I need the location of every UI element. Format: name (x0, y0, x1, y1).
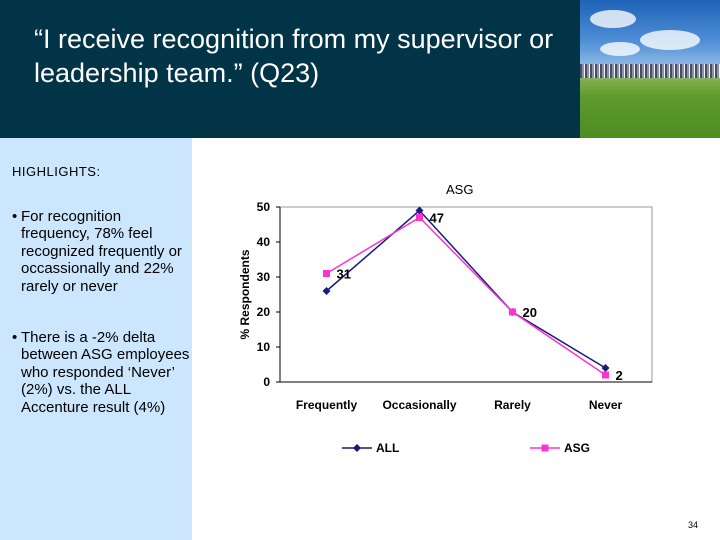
x-ticks: Frequently Occasionally Rarely Never (296, 398, 623, 412)
bullet-dot: • (12, 329, 18, 346)
x-tick-label: Frequently (296, 398, 358, 412)
y-tick-label: 50 (257, 200, 271, 214)
title-banner: “I receive recognition from my superviso… (0, 0, 580, 138)
highlight-bullet: • For recognition frequency, 78% feel re… (12, 208, 190, 295)
cloud (640, 30, 700, 50)
data-labels: 31 47 20 2 (337, 211, 623, 384)
highlight-bullet: • There is a -2% delta between ASG emplo… (12, 329, 190, 416)
data-point-all (322, 287, 331, 295)
slide-title: “I receive recognition from my superviso… (34, 24, 554, 88)
data-label: 2 (616, 368, 623, 383)
series-markers (322, 206, 610, 379)
chart-legend: ALL ASG (342, 441, 590, 455)
highlights-panel (0, 138, 192, 540)
y-tick-label: 0 (263, 375, 270, 389)
x-tick-label: Occasionally (382, 398, 456, 412)
y-ticks: 0 10 20 30 40 50 (257, 200, 280, 389)
data-point-asg (602, 371, 609, 379)
x-tick-label: Never (589, 398, 623, 412)
data-point-asg (323, 270, 330, 277)
y-tick-label: 40 (257, 235, 271, 249)
data-point-asg (509, 308, 516, 316)
bullet-text: There is a -2% delta between ASG employe… (21, 329, 190, 416)
bullet-dot: • (12, 208, 18, 225)
crowd-field-photo (580, 0, 720, 138)
data-point-all (601, 364, 610, 372)
y-tick-label: 10 (257, 340, 271, 354)
series-line-all (326, 209, 606, 369)
chart-title: ASG (446, 182, 474, 197)
cloud (600, 42, 640, 56)
y-tick-label: 30 (257, 270, 271, 284)
series-line-asg (326, 216, 606, 376)
page-number: 34 (688, 520, 699, 530)
bullet-text: For recognition frequency, 78% feel reco… (21, 208, 182, 295)
data-label: 31 (337, 267, 351, 282)
legend-label-all: ALL (376, 441, 399, 455)
x-tick-label: Rarely (494, 398, 531, 412)
data-point-all (415, 206, 424, 215)
data-label: 47 (430, 211, 444, 226)
data-label: 20 (523, 305, 537, 320)
y-axis-label: % Respondents (238, 249, 252, 339)
legend-marker-asg (541, 444, 549, 452)
highlights-heading: HIGHLIGHTS: (12, 164, 101, 179)
series-lines (326, 209, 606, 376)
cloud (590, 10, 636, 28)
data-point-asg (416, 214, 423, 221)
legend-marker-all (353, 444, 361, 452)
plot-area (279, 206, 653, 383)
line-chart: % Respondents 0 10 20 30 40 50 Frequently Occa… (238, 200, 653, 455)
crowd (580, 64, 720, 78)
y-tick-label: 20 (257, 305, 271, 319)
legend-label-asg: ASG (564, 441, 590, 455)
